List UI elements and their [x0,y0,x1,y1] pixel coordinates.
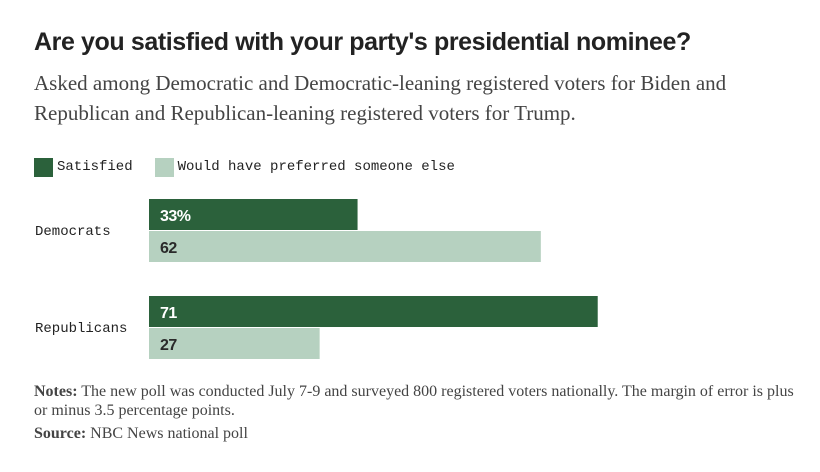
source-label: Source: [34,425,87,442]
data-label-democrats-preferred-else: 62 [160,240,177,257]
bar-democrats-satisfied [149,199,358,230]
chart-title: Are you satisfied with your party's pres… [34,28,691,56]
data-label-republicans-preferred-else: 27 [160,337,177,354]
category-label-republicans: Republicans [35,321,127,337]
chart-notes: Notes: The new poll was conducted July 7… [34,382,794,420]
legend: Satisfied Would have preferred someone e… [34,157,477,177]
notes-text: The new poll was conducted July 7-9 and … [34,383,794,419]
bar-republicans-satisfied [149,296,598,327]
category-label-democrats: Democrats [35,224,111,240]
bar-republicans-preferred-else [149,328,320,359]
legend-swatch-satisfied [34,157,53,177]
legend-label-satisfied: Satisfied [57,159,133,175]
chart-subtitle: Asked among Democratic and Democratic-le… [34,71,727,125]
chart-source: Source: NBC News national poll [34,425,794,443]
legend-label-preferred-else: Would have preferred someone else [177,159,455,175]
data-label-democrats-satisfied: 33% [160,208,191,225]
source-text: NBC News national poll [90,425,248,442]
notes-label: Notes: [34,383,78,400]
bar-democrats-preferred-else [149,231,541,262]
legend-item-preferred-else: Would have preferred someone else [154,157,455,177]
legend-item-satisfied: Satisfied [34,157,133,177]
data-label-republicans-satisfied: 71 [160,305,177,322]
legend-swatch-preferred-else [154,157,174,177]
